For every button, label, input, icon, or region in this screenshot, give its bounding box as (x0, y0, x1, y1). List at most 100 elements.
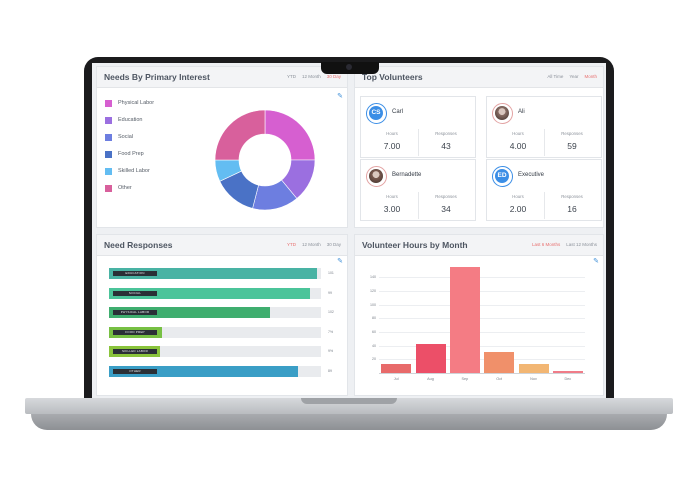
filter-30-day[interactable]: 30 Day (326, 242, 341, 247)
gridline (379, 318, 585, 320)
response-category-label: FOOD PREP (113, 329, 157, 335)
time-filter: YTD 12 Month 30 Day (281, 242, 341, 247)
time-filter: Last 6 Months Last 12 Months (526, 242, 597, 247)
y-tick-label: 80 (372, 316, 376, 321)
y-tick-label: 20 (372, 357, 376, 362)
response-value: 9% (328, 349, 334, 353)
hours-bar[interactable] (552, 370, 583, 373)
stat-divider (544, 129, 545, 156)
legend-swatch (105, 151, 112, 158)
volunteer-name: Carl (392, 109, 404, 115)
x-tick-label: Aug (427, 377, 434, 381)
volunteer-card[interactable]: ED Executive Hours Responses 2.00 16 (486, 159, 602, 221)
gridline (379, 331, 585, 333)
response-row[interactable]: FOOD PREP (109, 326, 321, 338)
panel-header: Volunteer Hours by Month Last 6 Months La… (355, 235, 603, 256)
gridline (379, 304, 585, 306)
hours-label: Hours (386, 131, 398, 136)
base-top (25, 398, 673, 414)
filter-30-day[interactable]: 30 Day (326, 74, 341, 79)
x-tick-label: Jul (393, 377, 399, 381)
response-row[interactable]: EDUCATION (109, 268, 321, 279)
panel-header: Needs By Primary Interest YTD 12 Month 30 … (97, 67, 347, 88)
panel-header: Need Responses YTD 12 Month 30 Day (97, 235, 347, 256)
gridline (379, 290, 585, 292)
hours-bar[interactable] (484, 352, 515, 373)
response-bar (109, 365, 298, 377)
volunteer-card[interactable]: CS Carl Hours Responses 7.00 43 (360, 96, 476, 158)
response-value: 99 (328, 290, 332, 295)
panel-title: Top Volunteers (362, 72, 423, 82)
x-tick-label: Sep (461, 377, 469, 381)
stat-divider (418, 129, 419, 156)
volunteer-name: Executive (518, 172, 545, 178)
x-tick-label: Nov (530, 377, 537, 381)
pin-icon[interactable]: ✎ (337, 93, 343, 100)
response-value: 102 (328, 310, 334, 314)
responses-label: Responses (561, 194, 583, 199)
filter-ytd[interactable]: YTD (286, 74, 296, 79)
x-tick-label: Oct (496, 377, 503, 381)
filter-12-month[interactable]: 12 Month (301, 242, 321, 247)
base-lip (31, 414, 667, 430)
hours-label: Hours (512, 194, 524, 199)
donut-slice[interactable] (264, 109, 316, 161)
legend-label: Food Prep (118, 151, 144, 157)
trackpad-notch (301, 398, 397, 404)
filter-ytd[interactable]: YTD (286, 242, 296, 247)
pin-icon[interactable]: ✎ (593, 258, 599, 265)
hours-bar[interactable] (449, 266, 480, 373)
avatar: ED (492, 166, 513, 187)
volunteer-name: Bernadette (392, 172, 422, 178)
filter-month[interactable]: Month (584, 74, 597, 79)
legend-label: Other (118, 185, 132, 191)
camera-icon (346, 64, 352, 70)
response-category-label: EDUCATION (113, 271, 157, 276)
hours-bar[interactable] (415, 344, 446, 373)
response-row[interactable]: SKILLED LABOR (109, 346, 321, 357)
avatar: CS (366, 103, 387, 124)
filter-all-time[interactable]: All Time (547, 74, 564, 79)
response-row[interactable]: PHYSICAL LABOR (109, 307, 321, 318)
panel-title: Need Responses (104, 240, 173, 250)
y-tick-label: 120 (370, 288, 376, 293)
panel-title: Needs By Primary Interest (104, 72, 210, 82)
avatar-initials: CS (369, 106, 383, 120)
pin-icon[interactable]: ✎ (337, 258, 343, 265)
legend-swatch (105, 185, 112, 192)
y-tick-label: 60 (372, 329, 376, 334)
hours-bar[interactable] (518, 364, 549, 373)
legend-label: Education (118, 117, 143, 123)
responses-value: 43 (441, 141, 451, 151)
gridline (379, 345, 585, 347)
filter-last-6-months[interactable]: Last 6 Months (531, 242, 561, 247)
panel-header: Top Volunteers All Time Year Month (355, 67, 603, 88)
responses-value: 59 (567, 141, 577, 151)
volunteer-card[interactable]: Bernadette Hours Responses 3.00 34 (360, 159, 476, 221)
filter-last-12-months[interactable]: Last 12 Months (566, 242, 597, 247)
filter-12-month[interactable]: 12 Month (301, 74, 321, 79)
filter-year[interactable]: Year (569, 74, 579, 79)
interest-donut-chart (214, 109, 316, 211)
response-row[interactable]: OTHER (109, 365, 321, 377)
legend-label: Physical Labor (118, 100, 155, 106)
legend-swatch (105, 100, 112, 107)
volunteer-card[interactable]: Ali Hours Responses 4.00 59 (486, 96, 602, 158)
legend-label: Social (118, 134, 133, 140)
laptop-base (25, 398, 673, 438)
responses-value: 34 (441, 204, 451, 214)
response-category-label: PHYSICAL LABOR (113, 310, 157, 315)
time-filter: All Time Year Month (541, 74, 597, 79)
donut-slice[interactable] (214, 109, 266, 161)
response-value: 89 (328, 368, 332, 373)
need-responses-panel: Need Responses YTD 12 Month 30 Day ✎ EDUCA… (96, 234, 348, 396)
response-row[interactable]: SOCIAL (109, 287, 321, 299)
avatar-initials: ED (495, 169, 509, 183)
avatar (492, 103, 513, 124)
hours-value: 4.00 (509, 141, 527, 151)
hours-bar[interactable] (381, 364, 412, 373)
legend-swatch (105, 168, 112, 175)
stat-divider (544, 192, 545, 219)
panel-title: Volunteer Hours by Month (362, 240, 468, 250)
hours-value: 2.00 (509, 204, 527, 214)
